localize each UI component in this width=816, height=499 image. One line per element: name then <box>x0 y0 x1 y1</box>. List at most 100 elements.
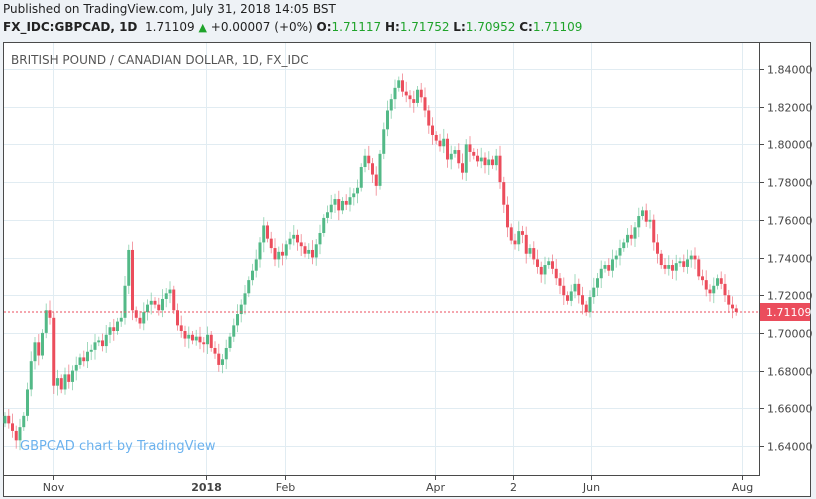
candle-up <box>326 212 329 218</box>
low-value: 1.70952 <box>465 20 516 34</box>
last-price-marker: 1.71109 <box>4 302 812 321</box>
candle-up <box>352 193 356 198</box>
candle-up <box>206 334 209 345</box>
candle-up <box>29 361 33 390</box>
candle-down <box>179 325 183 332</box>
candle-up <box>528 248 532 254</box>
candle-up <box>89 349 93 352</box>
candle-up <box>251 270 254 281</box>
chart-title: BRITISH POUND / CANADIAN DOLLAR, 1D, FX_… <box>11 53 309 67</box>
candle-up <box>573 283 577 292</box>
candle-up <box>307 249 311 254</box>
candle-down <box>663 265 667 269</box>
candle-up <box>116 321 119 332</box>
candle-up <box>667 265 671 269</box>
candle-down <box>457 150 461 164</box>
candle-up <box>633 227 637 239</box>
candle-down <box>269 238 273 249</box>
price-change: +0.00007 (+0%) <box>210 20 313 34</box>
candle-up <box>599 268 603 279</box>
price-tick-label: 1.70000 <box>767 328 813 341</box>
candle-down <box>419 89 423 98</box>
candle-down <box>48 310 52 318</box>
price-axis[interactable]: 1.84000 1.82000 1.80000 1.78000 1.76000 1.740… <box>759 64 813 454</box>
candle-down <box>14 430 18 441</box>
last-price-tag-label: 1.71109 <box>766 306 812 319</box>
candle-up <box>596 278 599 288</box>
candle-down <box>138 317 142 324</box>
candle-up <box>712 285 716 294</box>
candle-down <box>524 234 528 254</box>
candle-up <box>341 200 344 211</box>
candle-up <box>716 278 719 286</box>
time-axis[interactable]: Nov 2018 Feb Apr 2 Jun Aug <box>43 475 753 494</box>
candle-up <box>221 359 224 365</box>
candle-down <box>731 304 734 309</box>
candle-down <box>7 415 11 424</box>
candle-down <box>213 347 217 354</box>
candle-down <box>209 334 213 348</box>
price-tick-label: 1.72000 <box>767 290 813 303</box>
candle-up <box>678 261 682 264</box>
candle-up <box>93 342 97 350</box>
candle-up <box>569 291 573 301</box>
candle-up <box>254 259 258 271</box>
candle-down <box>536 259 539 267</box>
price-tick-label: 1.76000 <box>767 215 813 228</box>
symbol-info-bar: FX_IDC:GBPCAD, 1D 1.71109 ▲ +0.00007 (+0… <box>3 20 582 34</box>
last-price: 1.71109 <box>145 20 195 34</box>
candle-up <box>592 287 596 298</box>
candle-down <box>303 246 307 254</box>
candle-down <box>506 204 509 228</box>
symbol-name: FX_IDC:GBPCAD, 1D <box>3 20 138 34</box>
candle-down <box>344 200 348 205</box>
chart-panel <box>3 42 811 497</box>
candle-down <box>438 140 442 147</box>
candle-up <box>322 217 326 233</box>
candle-up <box>78 357 82 365</box>
candle-down <box>521 231 524 235</box>
candle-up <box>33 342 37 362</box>
candle-down <box>37 342 41 356</box>
candle-up <box>318 232 322 245</box>
candle-down <box>374 174 378 186</box>
watermark: GBPCAD chart by TradingView <box>20 439 216 454</box>
candle-down <box>704 280 708 290</box>
time-tick-label: 2 <box>510 481 517 494</box>
candle-down <box>719 278 723 284</box>
candle-up <box>232 325 236 337</box>
candle-down <box>607 265 611 271</box>
candle-up <box>487 159 491 166</box>
low-label: L: <box>453 20 466 34</box>
candle-up <box>378 153 382 186</box>
candle-up <box>224 347 228 360</box>
candle-up <box>348 197 352 205</box>
candle-down <box>656 242 659 254</box>
candle-up <box>442 138 446 147</box>
time-tick-label: Nov <box>43 481 65 494</box>
candle-up <box>622 242 626 249</box>
published-line: Published on TradingView.com, July 31, 2… <box>3 2 336 16</box>
candle-down <box>734 308 738 312</box>
candle-up <box>363 155 367 168</box>
candle-down <box>367 155 371 164</box>
candle-down <box>404 91 408 96</box>
candle-up <box>97 340 101 343</box>
candle-up <box>464 144 468 173</box>
candle-up <box>258 242 262 260</box>
time-tick-label: Feb <box>276 481 295 494</box>
candle-up <box>228 336 232 348</box>
candle-up <box>288 238 292 245</box>
candle-down <box>401 80 404 92</box>
candle-up <box>119 317 123 322</box>
candles <box>3 73 738 451</box>
price-tick-label: 1.78000 <box>767 177 813 190</box>
candle-up <box>41 332 44 356</box>
candle-up <box>333 199 337 205</box>
candle-up <box>416 89 419 103</box>
candle-down <box>153 300 157 305</box>
candle-up <box>123 285 127 318</box>
candle-down <box>483 157 487 166</box>
candle-up <box>356 187 359 194</box>
